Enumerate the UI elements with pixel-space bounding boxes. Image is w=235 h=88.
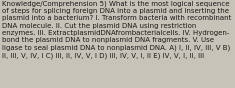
Text: Knowledge/Comprehension 5) What is the most logical sequence
of steps for splici: Knowledge/Comprehension 5) What is the m… [2,0,231,59]
